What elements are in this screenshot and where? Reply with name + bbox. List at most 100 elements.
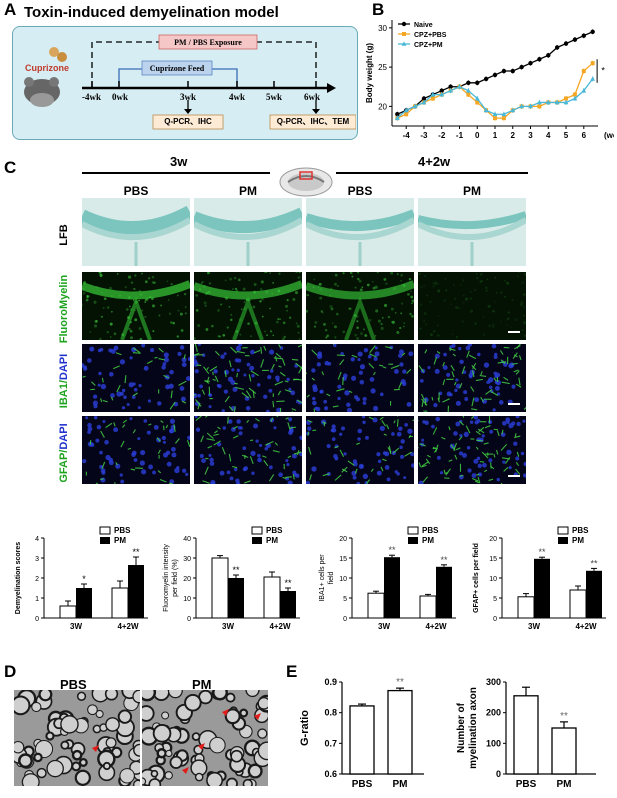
x-category-1: PM [557, 779, 572, 790]
significance-star-1: ** [284, 578, 292, 588]
assay-label-2: Q-PCR、IHC、TEM [276, 117, 350, 126]
col-label-4: PM [463, 184, 481, 198]
data-point [572, 95, 578, 101]
panel-label-e: E [286, 662, 298, 681]
bar-pm-0 [76, 588, 92, 618]
significance-star-0: * [82, 574, 86, 584]
data-point [519, 64, 524, 70]
data-point [493, 116, 497, 121]
y-axis-label: Body weight (g) [365, 43, 374, 103]
legend-swatch-pbs [99, 526, 111, 535]
data-point [457, 84, 462, 89]
legend-marker [401, 41, 407, 46]
bar-1 [551, 727, 577, 775]
significance-star-1: ** [590, 558, 598, 568]
x-category-1: 4+2W [425, 622, 447, 631]
brand-label: Cuprizone [25, 63, 69, 73]
data-point [492, 111, 498, 117]
legend-label-0: Naive [414, 22, 433, 29]
assay-label-1: Q-PCR、IHC [164, 117, 212, 126]
data-point [475, 100, 480, 105]
timeline-label-3: 4wk [229, 92, 246, 102]
legend-swatch-pm [100, 537, 110, 544]
legend-swatch-pm [558, 537, 568, 544]
body-weight-chart: 20 25 30 -4 -3 -2 -1 0 1 2 3 4 5 6 (weeks) Body weight … [365, 20, 614, 140]
data-point [501, 68, 507, 74]
y-tick-label-3: 3 [35, 556, 39, 563]
panel-label-b: B [372, 0, 385, 19]
data-point [421, 99, 427, 105]
tem-pbs-image [14, 690, 140, 786]
tem-label-pm: PM [192, 677, 212, 692]
data-point [581, 33, 586, 38]
timeline-label-0: -4wk [82, 92, 102, 102]
data-point [475, 80, 480, 86]
micrograph-fluoromyelin-2 [194, 272, 302, 340]
legend-swatch-pbs [407, 526, 419, 535]
red-arrow-0 [92, 745, 99, 752]
data-point [590, 29, 595, 34]
bar-pm-1 [280, 591, 296, 618]
g-ratio-chart: 0.6 0.7 0.8 0.9 PBS PM ** G-ratio [299, 677, 424, 790]
bar-pbs-0 [211, 557, 229, 619]
significance-star-0: ** [388, 545, 396, 555]
micrograph-iba1-2 [194, 344, 302, 412]
col-label-3: PBS [347, 184, 373, 198]
col-label-1: PBS [123, 184, 149, 198]
bar-pm-1 [586, 570, 602, 618]
legend-label-pbs: PBS [266, 526, 283, 535]
x-category-0: 3W [378, 622, 390, 631]
x-tick-label-8: 4 [546, 131, 551, 140]
data-point [537, 57, 542, 62]
y-tick-label-4: 40 [183, 536, 191, 543]
data-point [528, 60, 533, 66]
data-point [448, 88, 454, 93]
micrograph-gfap-4 [418, 416, 526, 484]
y-tick-label-3: 30 [183, 556, 191, 563]
timeline-label-2: 3wk [180, 92, 197, 102]
legend-label-1: CPZ+PBS [414, 32, 447, 39]
data-point [564, 96, 569, 101]
y-tick-label-2: 200 [486, 708, 501, 718]
x-category-0: 3W [528, 622, 540, 631]
y-tick-label-3: 0.9 [324, 677, 337, 687]
y-tick-label-4: 4 [35, 536, 39, 543]
col-label-2: PM [239, 184, 257, 198]
y-tick-label-3: 300 [486, 677, 501, 687]
data-point [465, 88, 471, 93]
data-point [395, 112, 400, 117]
y-tick-label-4: 20 [489, 536, 497, 543]
y-tick-label-0: 0 [343, 616, 347, 623]
x-tick-label-2: -2 [438, 131, 446, 140]
panel-label-d: D [4, 662, 17, 681]
bar-pm-1 [436, 566, 452, 618]
data-point [536, 99, 542, 105]
x-tick-label-1: -3 [420, 131, 428, 140]
data-point [545, 99, 551, 105]
significance-star-1: ** [440, 555, 448, 565]
y-axis-label-a: Fluoromyelin intensity [163, 544, 170, 612]
group-label-4-2w: 4+2w [418, 154, 451, 169]
series-line-1 [397, 62, 594, 119]
data-point [554, 99, 560, 105]
y-axis-label-b: per field (%) [172, 559, 179, 597]
data-point [404, 112, 409, 117]
legend-label-pbs: PBS [572, 526, 589, 535]
legend-marker [402, 32, 406, 36]
data-point [430, 96, 435, 101]
micrograph-iba1-1 [82, 344, 190, 412]
y-tick-label-0: 20 [378, 102, 387, 111]
micrograph-iba1-3 [306, 344, 414, 412]
data-point [546, 53, 551, 58]
x-tick-label-9: 5 [564, 131, 569, 140]
myelination-axon-chart: 0 100 200 300 PBS PM ** Number of myelination ax… [456, 677, 596, 790]
bar-1 [387, 689, 413, 775]
y-tick-label-0: 0.6 [324, 769, 337, 779]
row-label-gfap-dapi: GFAP/DAPI [58, 423, 70, 483]
data-point [439, 88, 444, 93]
significance-star-0: ** [538, 547, 546, 557]
bar-pbs-0 [367, 592, 385, 619]
cookie-icon [49, 47, 59, 57]
x-axis-label: (weeks) [604, 131, 614, 140]
